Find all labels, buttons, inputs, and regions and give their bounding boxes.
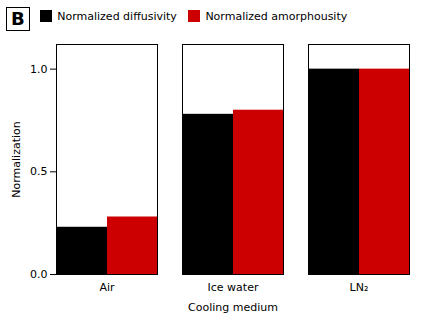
svg-text:Cooling medium: Cooling medium <box>188 301 278 314</box>
html-text:Normalized amorphousity: Normalized amorphousity <box>205 9 348 23</box>
html-text:Normalized diffusivity: Normalized diffusivity <box>57 9 177 23</box>
svg-text:Air: Air <box>99 281 115 294</box>
svg-text:1.0: 1.0 <box>30 63 48 76</box>
svg-text:Normalization: Normalization <box>10 121 23 197</box>
html-text:B: B <box>11 8 25 29</box>
svg-text:0.5: 0.5 <box>30 165 48 178</box>
svg-text:Ice water: Ice water <box>208 281 259 294</box>
svg-text:LN₂: LN₂ <box>350 281 369 294</box>
svg-text:0.0: 0.0 <box>30 268 48 281</box>
